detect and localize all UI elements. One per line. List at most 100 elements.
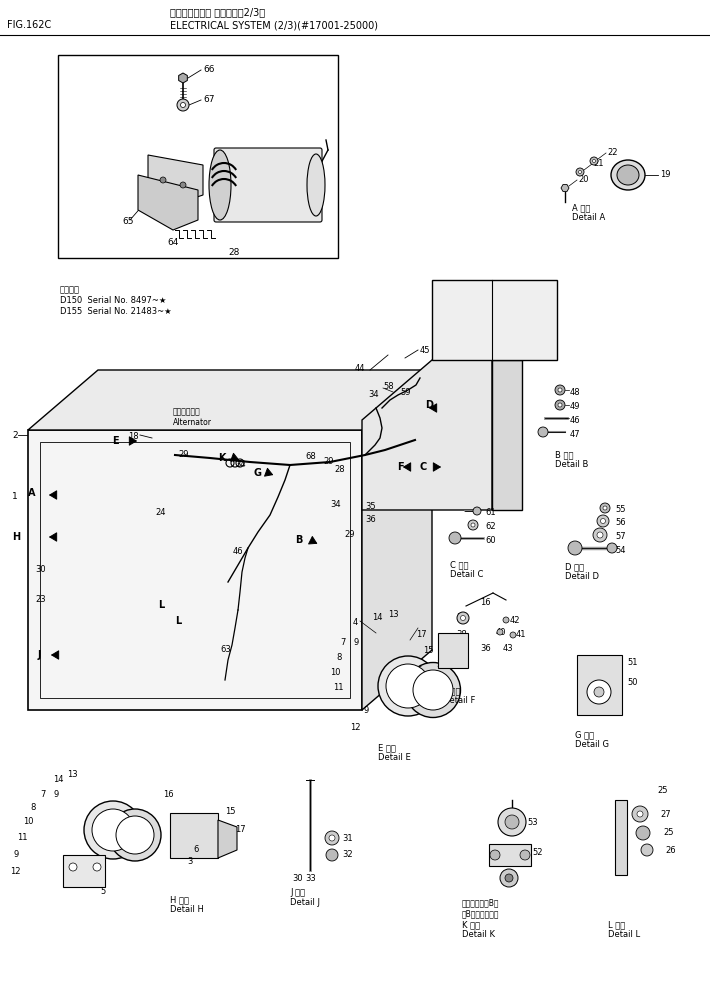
Text: F: F [397, 462, 403, 472]
Text: 48: 48 [570, 388, 581, 397]
Text: 33: 33 [305, 874, 316, 883]
Ellipse shape [405, 662, 461, 718]
Text: 3: 3 [187, 857, 192, 866]
Ellipse shape [617, 165, 639, 185]
Circle shape [93, 863, 101, 871]
Text: 28: 28 [228, 248, 239, 257]
Text: E: E [112, 436, 119, 446]
Text: 52: 52 [532, 848, 542, 857]
Text: 62: 62 [485, 522, 496, 531]
Text: B: B [295, 535, 302, 545]
Text: 43: 43 [503, 644, 513, 653]
Text: 58: 58 [383, 382, 393, 391]
Ellipse shape [92, 809, 134, 851]
Circle shape [503, 617, 509, 623]
Text: A: A [28, 488, 36, 498]
Text: Detail E: Detail E [378, 753, 411, 762]
Text: 64: 64 [167, 238, 178, 247]
Text: Detail H: Detail H [170, 905, 204, 914]
Circle shape [579, 171, 581, 174]
Ellipse shape [116, 816, 154, 854]
Ellipse shape [611, 160, 645, 190]
Text: E 詳細: E 詳細 [378, 743, 396, 752]
Circle shape [641, 844, 653, 856]
Circle shape [568, 541, 582, 555]
Circle shape [457, 612, 469, 624]
Text: 53: 53 [527, 818, 537, 827]
Circle shape [473, 507, 481, 515]
Text: 56: 56 [615, 518, 626, 527]
Text: 47: 47 [570, 430, 581, 439]
Text: 54: 54 [615, 546, 626, 555]
Text: 8: 8 [336, 653, 342, 662]
Circle shape [558, 403, 562, 407]
Text: 46: 46 [233, 547, 244, 556]
Polygon shape [218, 820, 237, 858]
Polygon shape [432, 280, 557, 360]
Text: 65: 65 [122, 217, 133, 226]
Text: J: J [38, 650, 41, 660]
Text: 31: 31 [342, 834, 353, 843]
Text: 63: 63 [220, 645, 231, 654]
Circle shape [593, 528, 607, 542]
Circle shape [498, 808, 526, 836]
Circle shape [500, 869, 518, 887]
Text: 49: 49 [570, 402, 581, 411]
Circle shape [510, 632, 516, 638]
Text: 14: 14 [53, 775, 63, 784]
Circle shape [505, 874, 513, 882]
Circle shape [587, 680, 611, 704]
Text: K 詳細: K 詳細 [462, 920, 480, 929]
Text: Detail D: Detail D [565, 572, 599, 581]
Ellipse shape [307, 154, 325, 216]
Text: 57: 57 [615, 532, 626, 541]
Text: 27: 27 [660, 810, 671, 819]
Polygon shape [362, 370, 432, 710]
Text: 37: 37 [436, 660, 447, 669]
Text: G: G [253, 468, 261, 478]
Text: 12: 12 [350, 723, 361, 732]
Circle shape [160, 177, 166, 183]
Text: 41: 41 [516, 630, 527, 639]
Text: 42: 42 [510, 616, 520, 625]
Text: Detail G: Detail G [575, 740, 609, 749]
Bar [170, 813, 218, 858]
Text: 10: 10 [330, 668, 341, 677]
Text: 2: 2 [12, 431, 18, 440]
Text: 35: 35 [456, 613, 466, 622]
Text: 4: 4 [353, 618, 359, 627]
Circle shape [180, 182, 186, 188]
Text: 13: 13 [67, 770, 77, 779]
Text: 15: 15 [225, 807, 236, 816]
Circle shape [468, 520, 478, 530]
Text: 68: 68 [305, 452, 316, 461]
Circle shape [555, 385, 565, 395]
Ellipse shape [209, 150, 231, 220]
Circle shape [600, 503, 610, 513]
Polygon shape [148, 155, 203, 200]
Text: 38: 38 [456, 630, 466, 639]
Text: 6: 6 [416, 666, 421, 675]
Text: 66: 66 [203, 65, 214, 74]
Circle shape [601, 519, 606, 524]
Text: 51: 51 [627, 658, 638, 667]
Text: Detail B: Detail B [555, 460, 589, 469]
Circle shape [555, 400, 565, 410]
Circle shape [632, 806, 648, 822]
Text: F 詳細: F 詳細 [443, 686, 461, 695]
Text: D150  Serial No. 8497~★: D150 Serial No. 8497~★ [60, 296, 166, 305]
Circle shape [594, 687, 604, 697]
Text: 17: 17 [416, 630, 427, 639]
Text: L: L [175, 616, 181, 626]
Text: 9: 9 [353, 638, 359, 647]
Circle shape [461, 615, 466, 620]
Circle shape [177, 99, 189, 111]
Bar [63, 855, 105, 887]
Text: 23: 23 [35, 595, 45, 604]
Text: 5: 5 [423, 680, 428, 689]
Text: D: D [425, 400, 433, 410]
Circle shape [597, 515, 609, 527]
Ellipse shape [413, 670, 453, 710]
Circle shape [520, 850, 530, 860]
Text: 7: 7 [340, 638, 345, 647]
